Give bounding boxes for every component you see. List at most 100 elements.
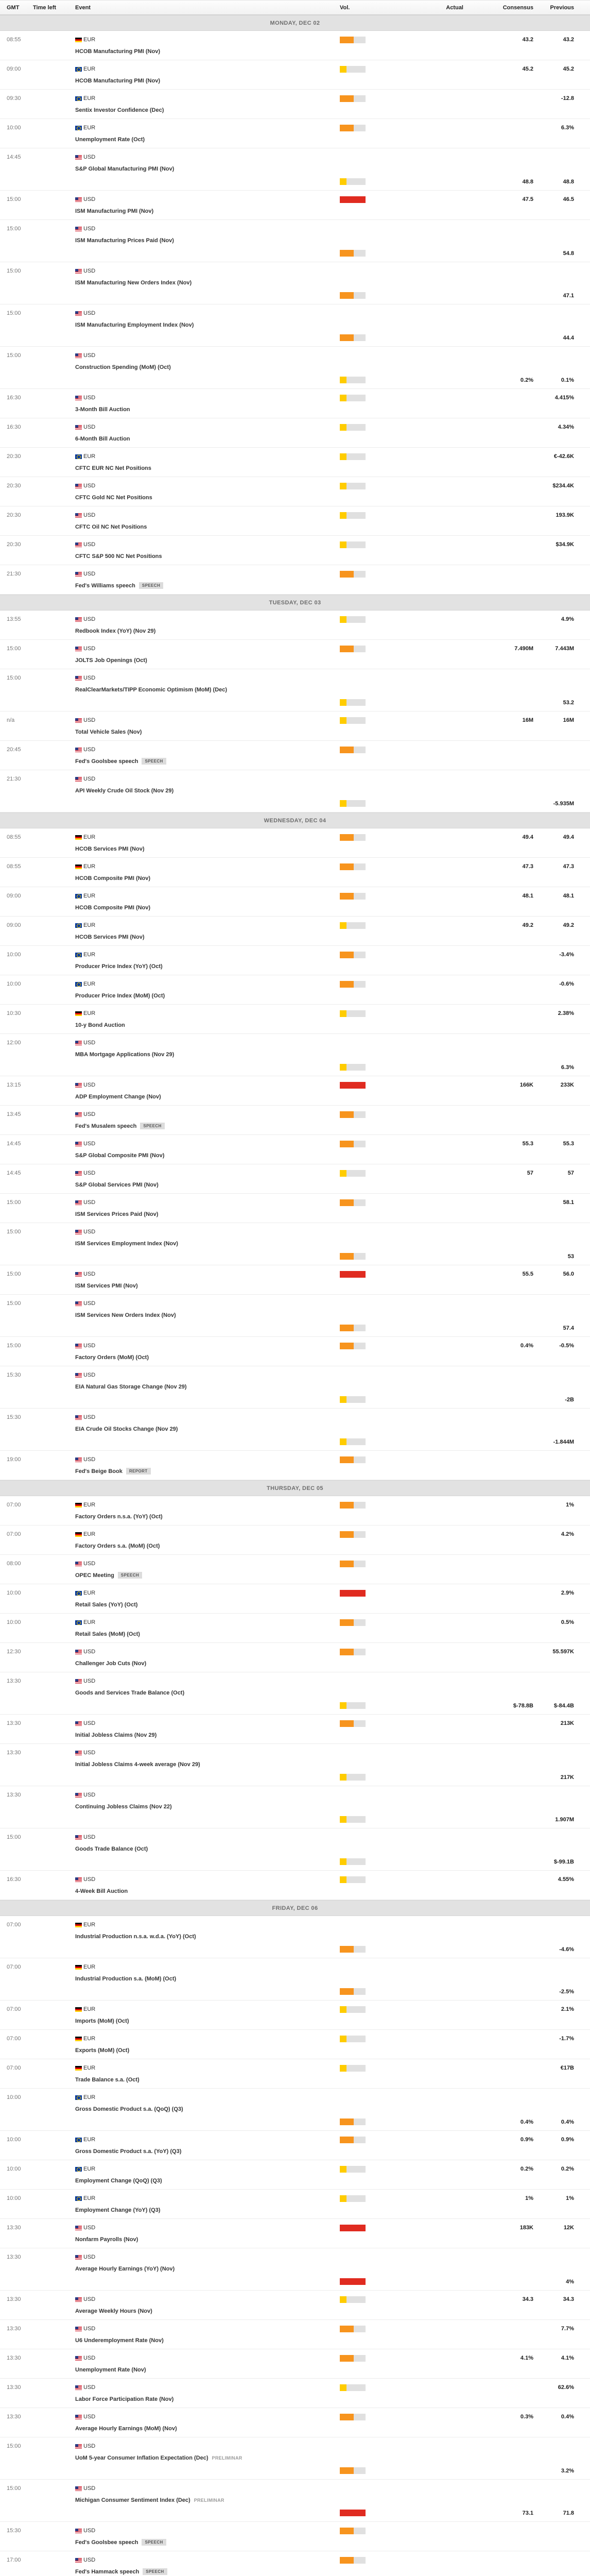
event-row[interactable]: 07:00 EUR Industrial Production n.s.a. w.d… [0, 1916, 590, 1958]
event-row[interactable]: 07:00 EUR 4.2% Factory Orders s.a. (MoM) (O… [0, 1526, 590, 1555]
event-cell[interactable]: Unemployment Rate (Oct) [75, 137, 590, 143]
event-cell[interactable]: Redbook Index (YoY) (Nov 29) [75, 628, 590, 634]
event-cell[interactable]: 6-Month Bill Auction [75, 436, 590, 442]
event-cell[interactable]: Industrial Production s.a. (MoM) (Oct) [75, 1976, 590, 1982]
event-row[interactable]: 15:00 USD ISM Manufacturing Employment Ind… [0, 304, 590, 347]
event-row[interactable]: 13:30 USD Initial Jobless Claims 4-week av… [0, 1744, 590, 1786]
event-row[interactable]: 12:30 USD 55.597K Challenger Job Cuts (Nov) [0, 1643, 590, 1672]
event-row[interactable]: 07:00 EUR Industrial Production s.a. (MoM)… [0, 1958, 590, 2001]
event-row[interactable]: 10:00 EUR 0.2% 0.2% Employment Change (QoQ) … [0, 2160, 590, 2190]
event-row[interactable]: 07:00 EUR 2.1% Imports (MoM) (Oct) [0, 2001, 590, 2030]
event-row[interactable]: 13:30 USD Goods and Services Trade Balance… [0, 1672, 590, 1715]
event-row[interactable]: 15:00 USD Michigan Consumer Sentiment Inde… [0, 2480, 590, 2522]
event-row[interactable]: 13:45 USD Fed's Musalem speech SPEECH [0, 1106, 590, 1135]
event-cell[interactable]: ISM Services New Orders Index (Nov) [75, 1312, 590, 1318]
event-cell[interactable]: Trade Balance s.a. (Oct) [75, 2077, 590, 2083]
event-cell[interactable]: ADP Employment Change (Nov) [75, 1094, 590, 1100]
column-header-time-left[interactable]: Time left [33, 4, 57, 11]
event-row[interactable]: 08:55 EUR 43.2 43.2 HCOB Manufacturing PMI (… [0, 31, 590, 60]
event-row[interactable]: 16:30 USD 4.34% 6-Month Bill Auction [0, 418, 590, 448]
event-cell[interactable]: 4-Week Bill Auction [75, 1888, 590, 1894]
event-row[interactable]: 14:45 USD S&P Global Manufacturing PMI (No… [0, 148, 590, 191]
event-cell[interactable]: HCOB Manufacturing PMI (Nov) [75, 48, 590, 55]
event-cell[interactable]: OPEC Meeting SPEECH [75, 1572, 590, 1579]
event-cell[interactable]: Sentix Investor Confidence (Dec) [75, 107, 590, 113]
event-cell[interactable]: RealClearMarkets/TIPP Economic Optimism … [75, 687, 590, 693]
event-cell[interactable]: EIA Natural Gas Storage Change (Nov 29) [75, 1384, 590, 1390]
event-row[interactable]: 10:00 EUR 6.3% Unemployment Rate (Oct) [0, 119, 590, 148]
event-cell[interactable]: ISM Manufacturing Employment Index (Nov) [75, 322, 590, 328]
event-row[interactable]: 13:30 USD 62.6% Labor Force Participation R… [0, 2379, 590, 2408]
event-row[interactable]: 15:00 USD 47.5 46.5 ISM Manufacturing PMI (N… [0, 191, 590, 220]
event-cell[interactable]: Factory Orders n.s.a. (YoY) (Oct) [75, 1514, 590, 1520]
event-cell[interactable]: Total Vehicle Sales (Nov) [75, 729, 590, 735]
column-header-vol[interactable]: Vol. [340, 4, 350, 11]
event-cell[interactable]: Fed's Musalem speech SPEECH [75, 1123, 590, 1129]
event-row[interactable]: 10:00 EUR -0.6% Producer Price Index (MoM) … [0, 975, 590, 1005]
event-cell[interactable]: ISM Services Employment Index (Nov) [75, 1241, 590, 1247]
event-cell[interactable]: Exports (MoM) (Oct) [75, 2047, 590, 2054]
event-row[interactable]: 15:00 USD ISM Services Employment Index (N… [0, 1223, 590, 1265]
event-cell[interactable]: ISM Services Prices Paid (Nov) [75, 1211, 590, 1217]
event-row[interactable]: 07:00 EUR 1% Factory Orders n.s.a. (YoY) (O… [0, 1496, 590, 1526]
event-cell[interactable]: Imports (MoM) (Oct) [75, 2018, 590, 2024]
event-row[interactable]: 07:00 EUR €17B Trade Balance s.a. (Oct) [0, 2059, 590, 2089]
event-cell[interactable]: Average Hourly Earnings (YoY) (Nov) [75, 2266, 590, 2272]
event-row[interactable]: 13:30 USD 34.3 34.3 Average Weekly Hours (No… [0, 2291, 590, 2320]
event-cell[interactable]: Fed's Beige Book REPORT [75, 1468, 590, 1475]
event-row[interactable]: 15:30 USD EIA Natural Gas Storage Change (… [0, 1366, 590, 1409]
event-row[interactable]: 15:30 USD EIA Crude Oil Stocks Change (Nov… [0, 1409, 590, 1451]
event-cell[interactable]: MBA Mortgage Applications (Nov 29) [75, 1052, 590, 1058]
event-row[interactable]: 12:00 USD MBA Mortgage Applications (Nov 2… [0, 1034, 590, 1076]
event-cell[interactable]: Challenger Job Cuts (Nov) [75, 1660, 590, 1667]
event-row[interactable]: 15:00 USD ISM Services New Orders Index (N… [0, 1295, 590, 1337]
event-row[interactable]: 08:55 EUR 49.4 49.4 HCOB Services PMI (Nov) [0, 828, 590, 858]
event-cell[interactable]: Goods Trade Balance (Oct) [75, 1846, 590, 1852]
event-cell[interactable]: CFTC Gold NC Net Positions [75, 495, 590, 501]
column-header-previous[interactable]: Previous [550, 4, 574, 11]
event-row[interactable]: 15:00 USD Goods Trade Balance (Oct) $-99.1B [0, 1828, 590, 1871]
event-cell[interactable]: Initial Jobless Claims 4-week average (N… [75, 1761, 590, 1768]
event-cell[interactable]: S&P Global Services PMI (Nov) [75, 1182, 590, 1188]
event-cell[interactable]: Unemployment Rate (Nov) [75, 2367, 590, 2373]
event-row[interactable]: 13:30 USD 4.1% 4.1% Unemployment Rate (Nov) [0, 2349, 590, 2379]
event-cell[interactable]: Initial Jobless Claims (Nov 29) [75, 1732, 590, 1738]
column-header-gmt[interactable]: GMT [7, 4, 20, 11]
event-row[interactable]: 14:45 USD 55.3 55.3 S&P Global Composite PMI… [0, 1135, 590, 1164]
event-row[interactable]: 20:30 EUR €-42.6K CFTC EUR NC Net Positions [0, 448, 590, 477]
event-row[interactable]: 10:30 EUR 2.38% 10-y Bond Auction [0, 1005, 590, 1034]
event-cell[interactable]: Employment Change (QoQ) (Q3) [75, 2178, 590, 2184]
event-row[interactable]: 13:30 USD 7.7% U6 Underemployment Rate (Nov… [0, 2320, 590, 2349]
event-row[interactable]: 14:45 USD 57 57 S&P Global Services PMI (Nov… [0, 1164, 590, 1194]
event-cell[interactable]: API Weekly Crude Oil Stock (Nov 29) [75, 788, 590, 794]
event-row[interactable]: 15:30 USD Fed's Goolsbee speech SPEECH [0, 2522, 590, 2551]
event-row[interactable]: 15:00 USD RealClearMarkets/TIPP Economic O… [0, 669, 590, 711]
event-cell[interactable]: HCOB Services PMI (Nov) [75, 934, 590, 940]
event-row[interactable]: 15:00 USD 58.1 ISM Services Prices Paid (No… [0, 1194, 590, 1223]
event-row[interactable]: 21:30 USD API Weekly Crude Oil Stock (Nov … [0, 770, 590, 812]
event-cell[interactable]: UoM 5-year Consumer Inflation Expectatio… [75, 2455, 590, 2461]
event-row[interactable]: 13:30 USD 183K 12K Nonfarm Payrolls (Nov) [0, 2219, 590, 2248]
event-cell[interactable]: CFTC S&P 500 NC Net Positions [75, 553, 590, 560]
event-cell[interactable]: Producer Price Index (MoM) (Oct) [75, 993, 590, 999]
event-cell[interactable]: Average Hourly Earnings (MoM) (Nov) [75, 2426, 590, 2432]
event-cell[interactable]: 10-y Bond Auction [75, 1022, 590, 1028]
event-row[interactable]: 15:00 USD 55.5 56.0 ISM Services PMI (Nov) [0, 1265, 590, 1295]
event-row[interactable]: 13:30 USD Continuing Jobless Claims (Nov 2… [0, 1786, 590, 1828]
event-cell[interactable]: Factory Orders (MoM) (Oct) [75, 1354, 590, 1361]
event-row[interactable]: 20:30 USD $234.4K CFTC Gold NC Net Position… [0, 477, 590, 506]
event-cell[interactable]: CFTC Oil NC Net Positions [75, 524, 590, 530]
event-row[interactable]: 20:30 USD 193.9K CFTC Oil NC Net Positions [0, 506, 590, 536]
event-cell[interactable]: HCOB Services PMI (Nov) [75, 846, 590, 852]
event-cell[interactable]: S&P Global Manufacturing PMI (Nov) [75, 166, 590, 172]
event-row[interactable]: 15:00 USD ISM Manufacturing New Orders Ind… [0, 262, 590, 304]
event-cell[interactable]: Fed's Williams speech SPEECH [75, 582, 590, 589]
event-row[interactable]: 07:00 EUR -1.7% Exports (MoM) (Oct) [0, 2030, 590, 2059]
event-cell[interactable]: Retail Sales (YoY) (Oct) [75, 1602, 590, 1608]
event-row[interactable]: 13:15 USD 166K 233K ADP Employment Change (N… [0, 1076, 590, 1106]
event-row[interactable]: 20:45 USD Fed's Goolsbee speech SPEECH [0, 741, 590, 770]
event-row[interactable]: 10:00 EUR 2.9% Retail Sales (YoY) (Oct) [0, 1584, 590, 1614]
event-row[interactable]: 09:00 EUR 49.2 49.2 HCOB Services PMI (Nov) [0, 917, 590, 946]
event-cell[interactable]: Fed's Goolsbee speech SPEECH [75, 758, 590, 765]
event-row[interactable]: 13:30 USD Average Hourly Earnings (YoY) (N… [0, 2248, 590, 2291]
